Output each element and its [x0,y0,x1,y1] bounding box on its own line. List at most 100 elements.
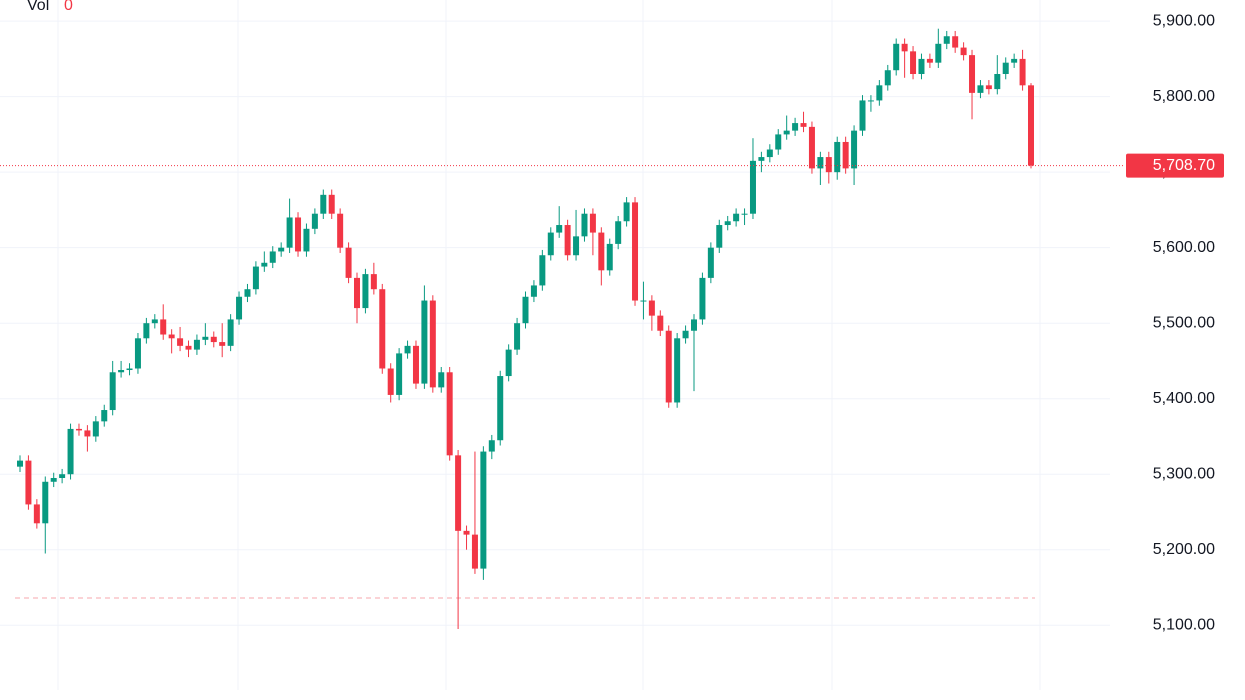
candle-body [438,372,445,388]
candle-body [160,319,167,335]
candle-body [977,85,984,93]
candle-body [303,228,310,252]
candle-body [328,194,335,214]
candle-body [202,336,209,340]
candle-body [834,141,841,173]
candle-body [244,289,251,297]
candle-body [109,372,116,411]
candle-body [1002,62,1009,75]
candle-body [337,213,344,248]
candle-body [362,274,369,309]
candle-body [994,74,1001,90]
last-price-label: 5,708.70 [1153,157,1215,174]
y-tick-label: 5,600.00 [1153,239,1215,256]
candle-body [295,217,302,252]
volume-label: Vol [27,0,49,14]
candle-body [766,149,773,158]
candle-body [75,428,82,431]
candle-body [429,300,436,388]
candle-body [1019,58,1026,86]
candle-body [278,247,285,252]
candle-body [236,296,243,320]
candle-body [126,368,133,371]
candle-body [573,236,580,256]
candle-body [960,47,967,56]
candle-body [952,36,959,48]
candle-body [412,345,419,384]
candle-body [556,225,563,233]
candle-body [733,213,740,222]
candle-body [396,353,403,395]
candle-body [177,338,184,346]
candle-body [691,319,697,331]
candle-body [497,376,504,441]
y-tick-label: 5,100.00 [1153,616,1215,633]
candle-body [210,336,217,343]
candle-body [674,338,681,403]
candle-body [581,213,588,237]
candle-body [455,455,462,531]
candle-body [514,323,521,350]
candle-body [817,157,824,169]
candle-body [985,85,992,90]
candle-body [741,213,748,215]
candle-body [522,296,529,324]
candle-body [379,289,386,369]
candle-body [792,123,799,131]
candle-body [143,323,150,339]
candle-body [800,123,807,127]
y-tick-label: 5,400.00 [1153,390,1215,407]
candle-body [185,345,192,350]
candle-body [345,247,352,278]
candle-body [901,43,908,52]
candle-body [354,277,360,309]
y-tick-label: 5,900.00 [1153,12,1215,29]
candle-body [589,213,596,233]
candle-body [910,51,917,75]
candle-body [707,247,714,278]
candle-body [606,243,613,271]
candle-body [724,221,731,226]
last-price-badge [1126,153,1224,178]
candle-body [682,330,689,339]
y-tick-label: 5,500.00 [1153,314,1215,331]
candle-body [623,202,630,222]
candle-body [657,315,664,331]
candle-body [59,474,66,478]
candle-body [446,372,453,456]
candle-body [42,481,49,524]
candle-body [101,410,108,422]
candle-body [842,141,849,169]
candle-body [488,440,495,452]
candle-body [699,277,706,320]
candle-body [640,300,647,302]
candle-body [421,300,428,384]
candle-body [943,36,950,44]
candle-body [286,217,293,248]
candle-body [716,225,723,248]
candle-body [808,126,815,169]
candle-body [615,221,622,244]
candle-body [893,43,900,71]
candle-body [33,504,40,524]
candle-body [92,421,99,437]
candle-body [758,157,765,161]
candle-body [219,342,226,346]
candle-body [505,349,512,377]
candle-body [1011,58,1018,63]
candle-body [227,319,234,346]
candle-body [859,100,866,131]
candle-body [539,255,546,286]
y-tick-label: 5,200.00 [1153,541,1215,558]
candle-body [404,345,411,354]
candle-body [252,266,259,290]
candle-body [648,300,655,316]
candle-body [320,194,327,214]
candle-body [471,534,478,569]
candle-body [25,460,32,505]
candle-body [463,530,470,535]
candle-body [926,58,933,63]
candle-body [783,130,790,135]
candle-body [547,232,554,256]
